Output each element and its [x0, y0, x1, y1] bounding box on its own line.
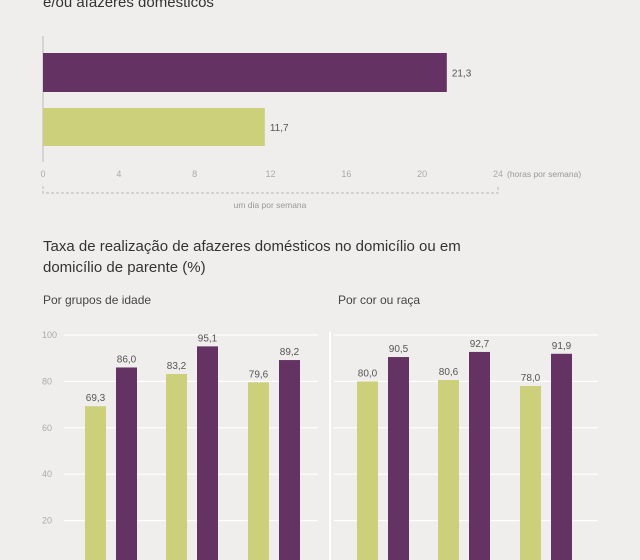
- v-bar: [469, 351, 490, 560]
- v-bar: [279, 360, 300, 560]
- v-y-tick-label: 40: [42, 469, 52, 479]
- h-bar-value-label: 21,3: [452, 69, 472, 80]
- v-bar: [388, 357, 409, 560]
- panel-age-title: Por grupos de idade: [43, 293, 152, 307]
- v-bar: [438, 380, 459, 560]
- v-bar-value-label: 83,2: [167, 361, 187, 372]
- h-x-tick-label: 0: [40, 169, 45, 179]
- v-y-tick-label: 80: [42, 376, 52, 386]
- h-bar: [43, 53, 447, 92]
- v-bar: [85, 406, 106, 560]
- h-x-tick-label: 20: [417, 169, 427, 179]
- h-x-tick-label: 8: [192, 169, 197, 179]
- h-x-tick-label: 16: [341, 169, 351, 179]
- h-x-tick-label: 24: [493, 169, 503, 179]
- v-bar-value-label: 80,6: [439, 367, 459, 378]
- v-y-tick-label: 60: [42, 423, 52, 433]
- v-bar: [197, 346, 218, 560]
- v-bar-value-label: 89,2: [280, 347, 300, 358]
- v-bar-value-label: 95,1: [198, 333, 218, 344]
- v-bar-value-label: 69,3: [86, 393, 106, 404]
- v-bar: [166, 373, 187, 560]
- v-bar-value-label: 91,9: [552, 341, 572, 352]
- h-bar-value-label: 11,7: [270, 123, 289, 134]
- v-bar-value-label: 90,5: [389, 344, 409, 355]
- v-bar: [248, 382, 269, 560]
- section-title: Taxa de realização de afazeres doméstico…: [43, 238, 461, 276]
- v-y-tick-label: 100: [42, 330, 57, 340]
- v-bar-value-label: 86,0: [117, 354, 137, 365]
- h-x-tick-label: 4: [116, 169, 121, 179]
- v-bar-value-label: 80,0: [358, 368, 378, 379]
- v-bar: [116, 367, 137, 560]
- v-bar: [357, 381, 378, 560]
- v-bar: [520, 386, 541, 560]
- h-bar: [43, 108, 265, 146]
- h-day-bracket: [42, 186, 499, 194]
- h-x-unit-label: (horas por semana): [507, 169, 581, 179]
- v-y-tick-label: 20: [42, 516, 52, 526]
- v-bar: [551, 353, 572, 560]
- v-bar-value-label: 78,0: [521, 373, 541, 384]
- h-annotation: um dia por semana: [234, 200, 307, 210]
- panel-race-title: Por cor ou raça: [338, 293, 421, 307]
- v-bar-value-label: 79,6: [249, 369, 269, 380]
- h-x-tick-label: 12: [265, 169, 275, 179]
- v-bar-value-label: 92,7: [470, 339, 490, 350]
- top-chart-title: e/ou afazeres domésticos: [43, 0, 214, 11]
